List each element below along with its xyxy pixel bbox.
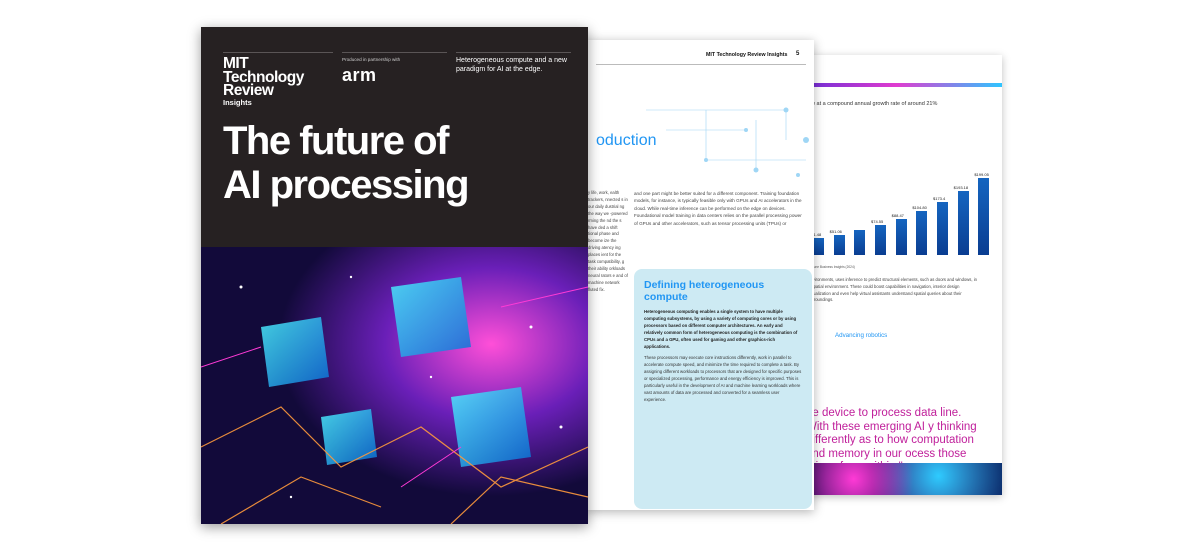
bar-value-label: $51.06 — [829, 228, 842, 234]
partner-label: Produced in partnership with — [342, 57, 401, 62]
mit-technology-review-logo: MIT Technology Review Insights — [223, 55, 304, 107]
cover-divider — [456, 52, 571, 53]
callout-paragraph: Heterogeneous computing enables a single… — [644, 309, 798, 349]
chart-bar — [895, 218, 907, 255]
bar-value-label: $199.05 — [974, 172, 989, 178]
bar-value-label: $193.18 — [953, 185, 969, 191]
chart-bar — [833, 234, 845, 255]
report-cover: MIT Technology Review Insights Produced … — [201, 27, 588, 524]
arm-logo: arm — [342, 65, 377, 85]
cover-divider — [223, 52, 333, 53]
bar-value-label: $88.47 — [891, 212, 904, 218]
gradient-band — [790, 83, 1002, 87]
main-column-text: and one part might be better suited for … — [634, 191, 802, 226]
abstract-image — [790, 463, 1002, 495]
report-page-middle: MIT Technology Review Insights 5 oductio… — [586, 40, 814, 510]
pull-quote: ge device to process data line. With the… — [806, 407, 977, 473]
cover-tagline: Heterogeneous compute and a new paradigm… — [456, 57, 567, 73]
cover-title: The future of AI processing — [223, 119, 470, 207]
circuit-decoration — [646, 107, 809, 177]
running-header: MIT Technology Review Insights — [706, 52, 788, 58]
section-title: oduction — [596, 132, 657, 149]
bar-value-label: $74.55 — [871, 219, 884, 225]
chart-bar — [916, 211, 928, 255]
page-number: 5 — [796, 51, 800, 57]
chart-bar — [812, 238, 824, 255]
market-growth-bar-chart: $41.48 $51.06 $74.55 $88.47 $104.80 $173.4 $19… — [808, 165, 994, 255]
back-body-text: environments, uses inference to predict … — [808, 277, 977, 303]
chart-bar — [854, 230, 866, 255]
callout-title: Defining heterogeneous compute — [644, 279, 765, 303]
bar-value-label: $173.4 — [933, 196, 946, 202]
bar-value-label: $104.80 — [912, 205, 927, 211]
bar-value-label: $41.48 — [809, 232, 822, 238]
abstract-ai-chip-image — [201, 247, 588, 524]
definition-callout: Defining heterogeneous compute Heterogen… — [634, 269, 812, 509]
chart-bar — [957, 191, 969, 255]
chart-bar — [874, 225, 886, 255]
chart-bar — [936, 202, 948, 255]
report-page-back: ow at a compound annual growth rate of a… — [790, 55, 1002, 495]
cover-divider — [342, 52, 447, 53]
chart-bar — [978, 178, 990, 255]
left-column-text: y life, work, ealth trackers, nnected s … — [588, 190, 628, 292]
chart-title: ow at a compound annual growth rate of a… — [808, 101, 938, 107]
header-divider — [596, 64, 806, 65]
section-heading: Advancing robotics — [835, 332, 888, 339]
callout-paragraph: These processors may execute core instru… — [644, 355, 802, 402]
chart-source: Fortune Business Insights (2024) — [808, 265, 855, 269]
